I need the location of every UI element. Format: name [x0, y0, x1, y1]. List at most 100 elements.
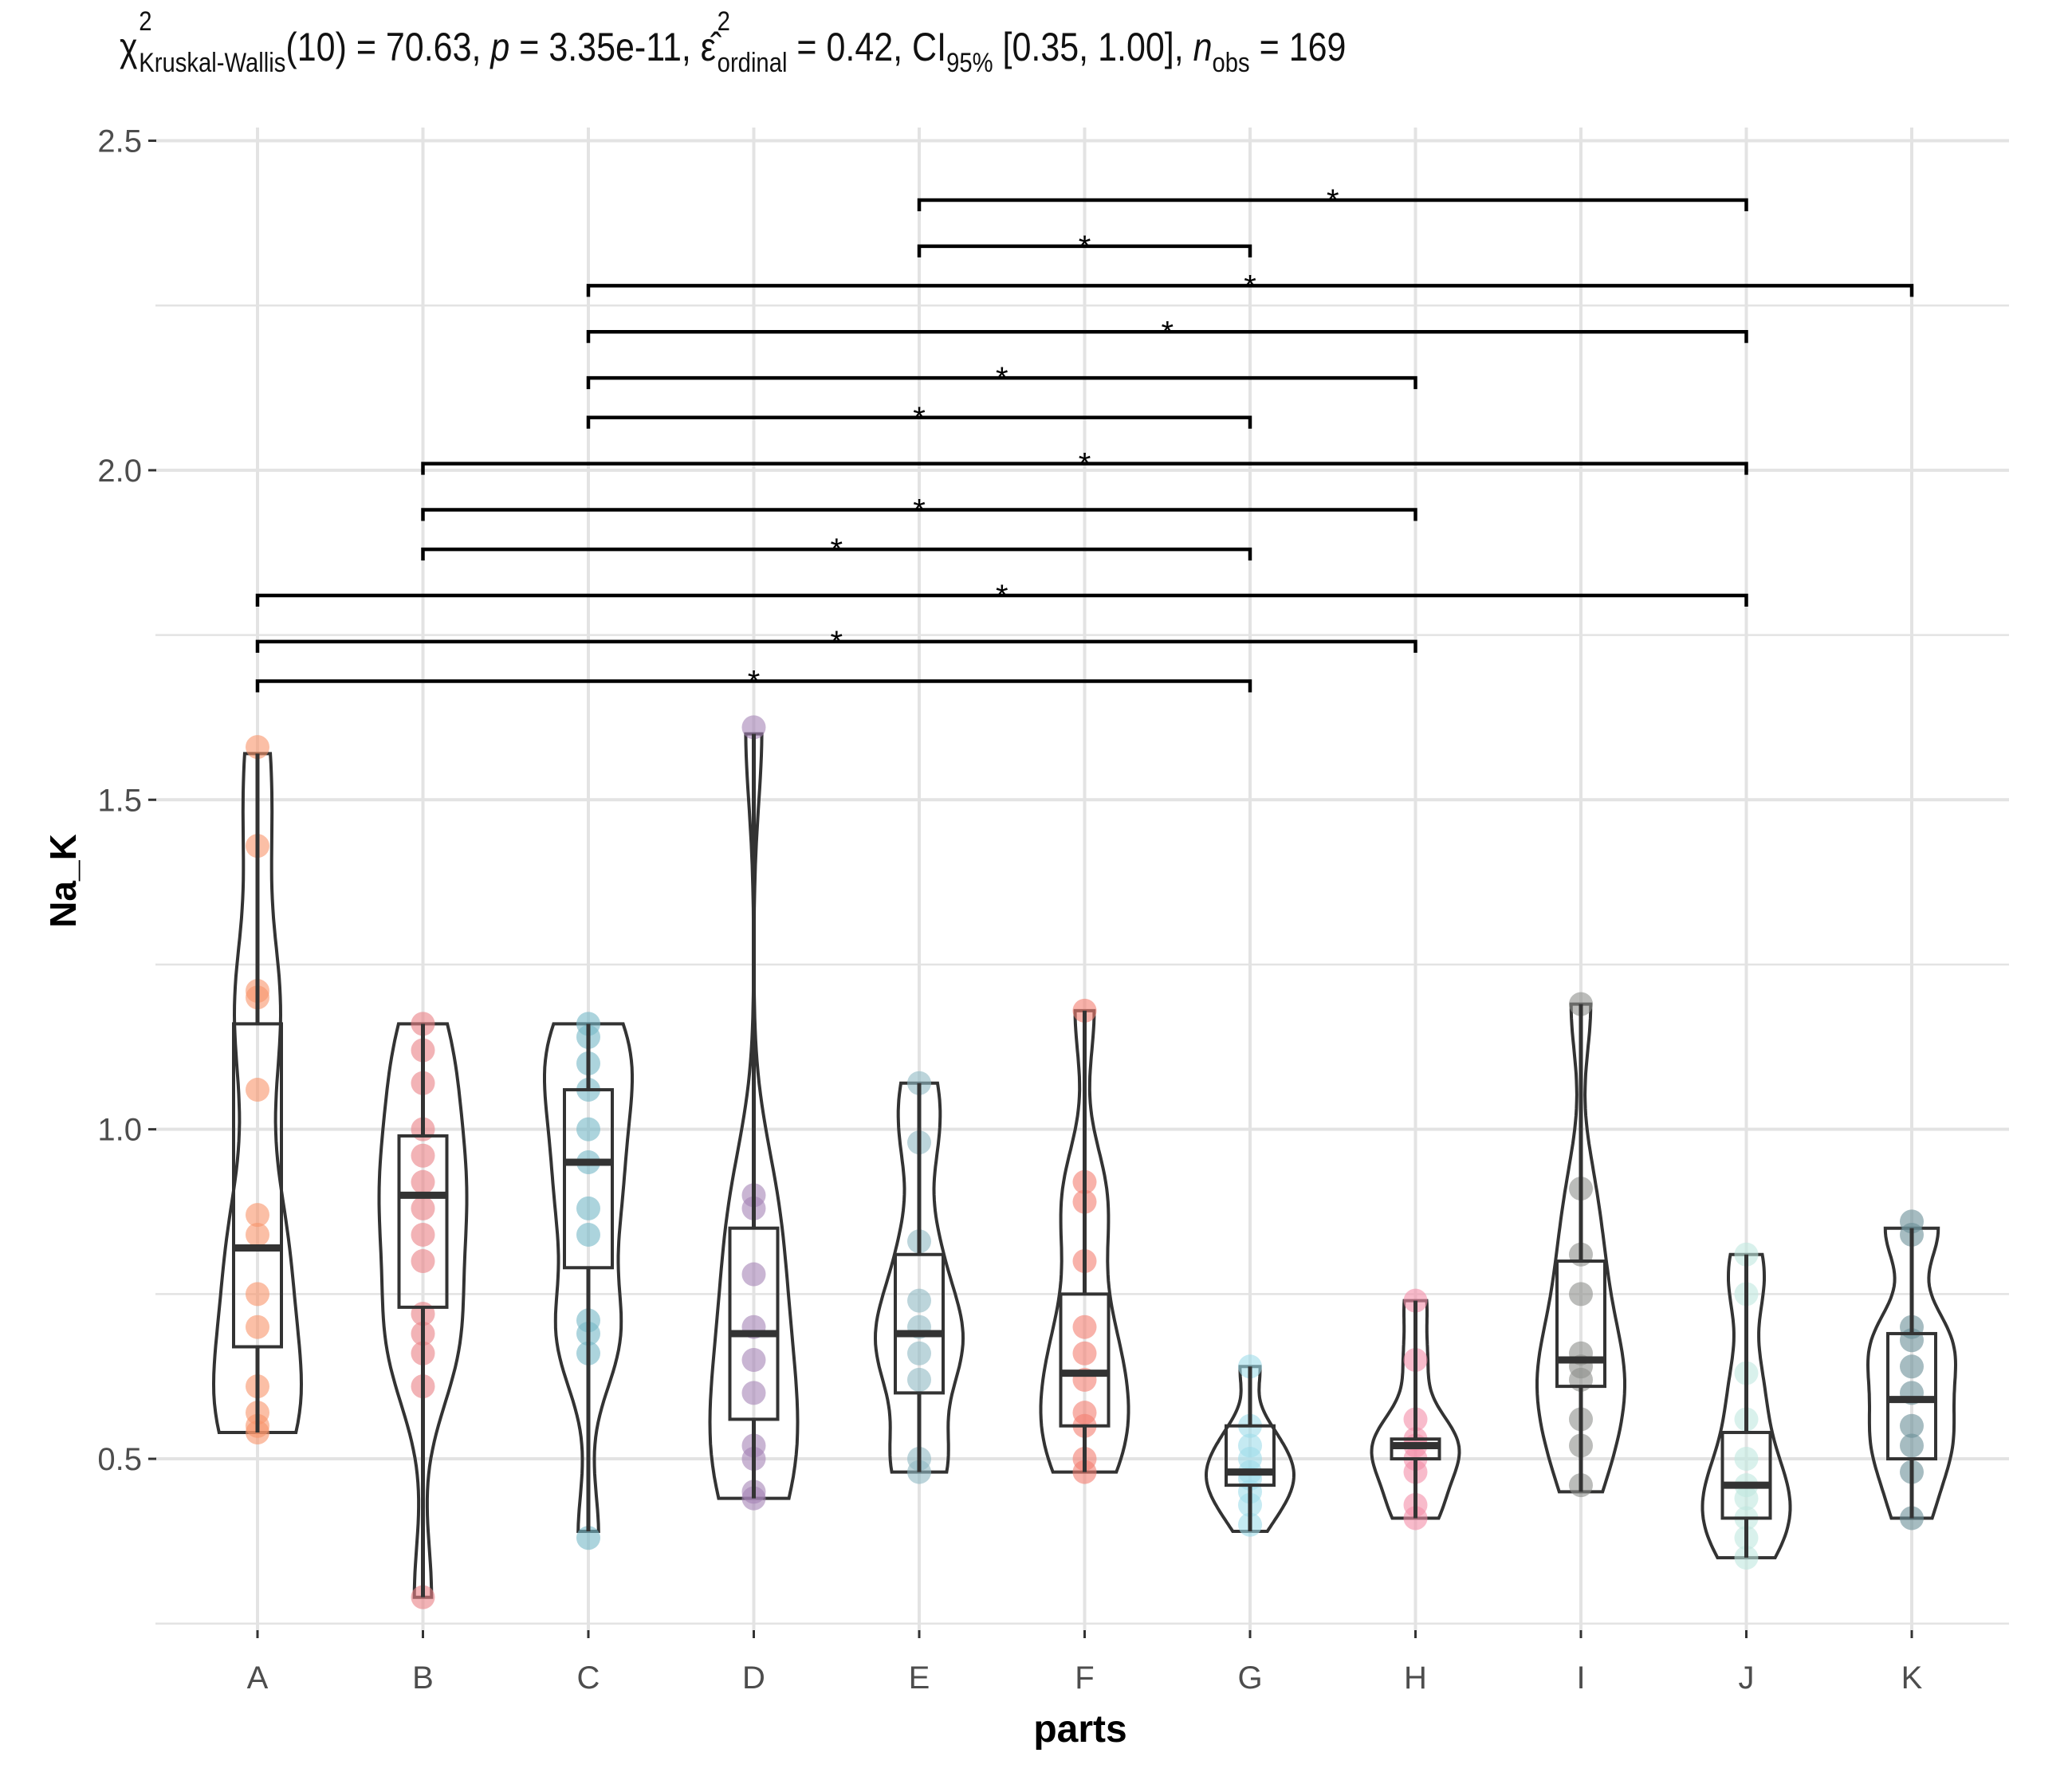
chi-subscript: Kruskal-Wallis [139, 48, 286, 78]
x-tick-label: F [1075, 1660, 1094, 1696]
box-F [1059, 1292, 1111, 1428]
significance-label-A-G: * [748, 664, 761, 699]
box-J [1720, 1430, 1772, 1520]
box-B [397, 1134, 449, 1309]
comparison-bracket-A-J [255, 593, 1748, 607]
y-tick-label: 2.5 [97, 124, 142, 159]
ci-subscript: 95% [946, 48, 993, 78]
violin-C [543, 1022, 634, 1533]
comparison-bracket-C-H [586, 375, 1417, 390]
box-C [563, 1088, 614, 1270]
data-point-C [576, 1526, 600, 1550]
x-tick-label: C [577, 1660, 600, 1696]
epsilon-symbol: ε̂ [700, 25, 716, 69]
box-G [1225, 1424, 1276, 1487]
significance-label-E-J: * [1327, 183, 1339, 218]
y-tick-label: 1.5 [97, 783, 142, 818]
data-point-E [907, 1288, 931, 1313]
data-point-C [576, 1196, 600, 1220]
y-tick-label: 1.0 [97, 1113, 142, 1148]
x-tick-label: I [1576, 1660, 1585, 1696]
data-point-J [1734, 1447, 1759, 1472]
comparison-bracket-E-J [917, 198, 1748, 211]
violin-B [377, 1022, 469, 1599]
comparison-bracket-B-H [421, 508, 1417, 521]
x-tick-label: A [247, 1660, 269, 1696]
p-symbol: p [490, 25, 510, 69]
data-point-A [246, 1078, 269, 1102]
data-point-A [246, 1282, 269, 1307]
violin-A [211, 752, 304, 1434]
significance-label-E-G: * [1079, 230, 1091, 265]
comparison-bracket-A-H [255, 639, 1417, 653]
comparison-bracket-A-G [255, 679, 1252, 693]
data-point-B [411, 1196, 435, 1220]
comparison-bracket-B-G [421, 547, 1252, 561]
box-D [728, 1226, 780, 1421]
data-point-B [411, 1143, 435, 1168]
box-E [894, 1252, 945, 1395]
data-point-D [741, 1348, 766, 1373]
significance-label-C-H: * [996, 361, 1008, 396]
x-tick-label: H [1404, 1660, 1427, 1696]
data-point-D [741, 1262, 766, 1287]
y-tick-label: 2.0 [97, 454, 142, 489]
data-point-F [1072, 1315, 1097, 1339]
data-point-F [1072, 1341, 1097, 1366]
box-A [232, 1022, 283, 1349]
x-tick-label: G [1237, 1660, 1262, 1696]
data-point-A [246, 1222, 269, 1247]
x-tick-label: J [1739, 1660, 1755, 1696]
data-point-A [246, 735, 269, 760]
effect-size-ci: = 0.42, CI [787, 25, 947, 69]
data-point-B [411, 1222, 435, 1247]
n-subscript: obs [1212, 48, 1250, 78]
significance-label-B-G: * [830, 532, 843, 568]
significance-label-C-G: * [913, 401, 926, 436]
data-point-B [411, 1249, 435, 1274]
data-point-J [1734, 1486, 1759, 1511]
data-point-K [1900, 1354, 1924, 1379]
x-tick-label: B [412, 1660, 434, 1696]
epsilon-superscript: 2 [717, 6, 730, 37]
data-point-K [1900, 1433, 1924, 1458]
p-value: = 3.35e-11, [509, 25, 701, 69]
data-point-A [246, 1315, 269, 1339]
comparison-bracket-C-J [586, 330, 1748, 344]
significance-label-C-J: * [1161, 315, 1174, 350]
y-tick-label: 0.5 [97, 1442, 142, 1477]
significance-label-A-J: * [996, 579, 1008, 614]
comparison-bracket-C-G [586, 415, 1252, 429]
data-point-I [1569, 1282, 1593, 1307]
violin-K [1866, 1226, 1958, 1520]
data-point-D [741, 1381, 766, 1405]
x-axis-label: parts [1033, 1708, 1126, 1751]
data-point-C [576, 1222, 600, 1247]
data-point-E [907, 1367, 931, 1392]
data-point-A [246, 1203, 269, 1228]
ci-interval: [0.35, 1.00], [993, 25, 1193, 69]
x-tick-label: E [909, 1660, 930, 1696]
comparison-layer: * * * * * * * * * * * * [255, 183, 1914, 699]
data-point-D [741, 715, 766, 740]
x-tick-label: D [742, 1660, 765, 1696]
comparison-bracket-B-J [421, 462, 1748, 475]
y-axis-label: Na_K [42, 834, 84, 928]
violin-E [873, 1081, 965, 1474]
chi-symbol: χ [120, 25, 138, 69]
comparison-bracket-C-K [586, 284, 1914, 297]
box-I [1555, 1260, 1606, 1389]
data-point-E [907, 1341, 931, 1366]
chi-scripts: 2 Kruskal-Wallis [138, 6, 286, 79]
df-statistic: (10) = 70.63, [285, 25, 491, 69]
n-symbol: n [1193, 25, 1213, 69]
data-point-C [576, 1117, 600, 1142]
epsilon-subscript: ordinal [717, 48, 788, 78]
x-tick-label: K [1901, 1660, 1923, 1696]
box-layer [232, 733, 1937, 1597]
axis-layer: 0.5 1.0 1.5 2.0 2.5 A B C D E F G H I J K [97, 124, 1922, 1696]
significance-label-B-H: * [913, 493, 926, 529]
significance-label-A-H: * [830, 625, 843, 660]
